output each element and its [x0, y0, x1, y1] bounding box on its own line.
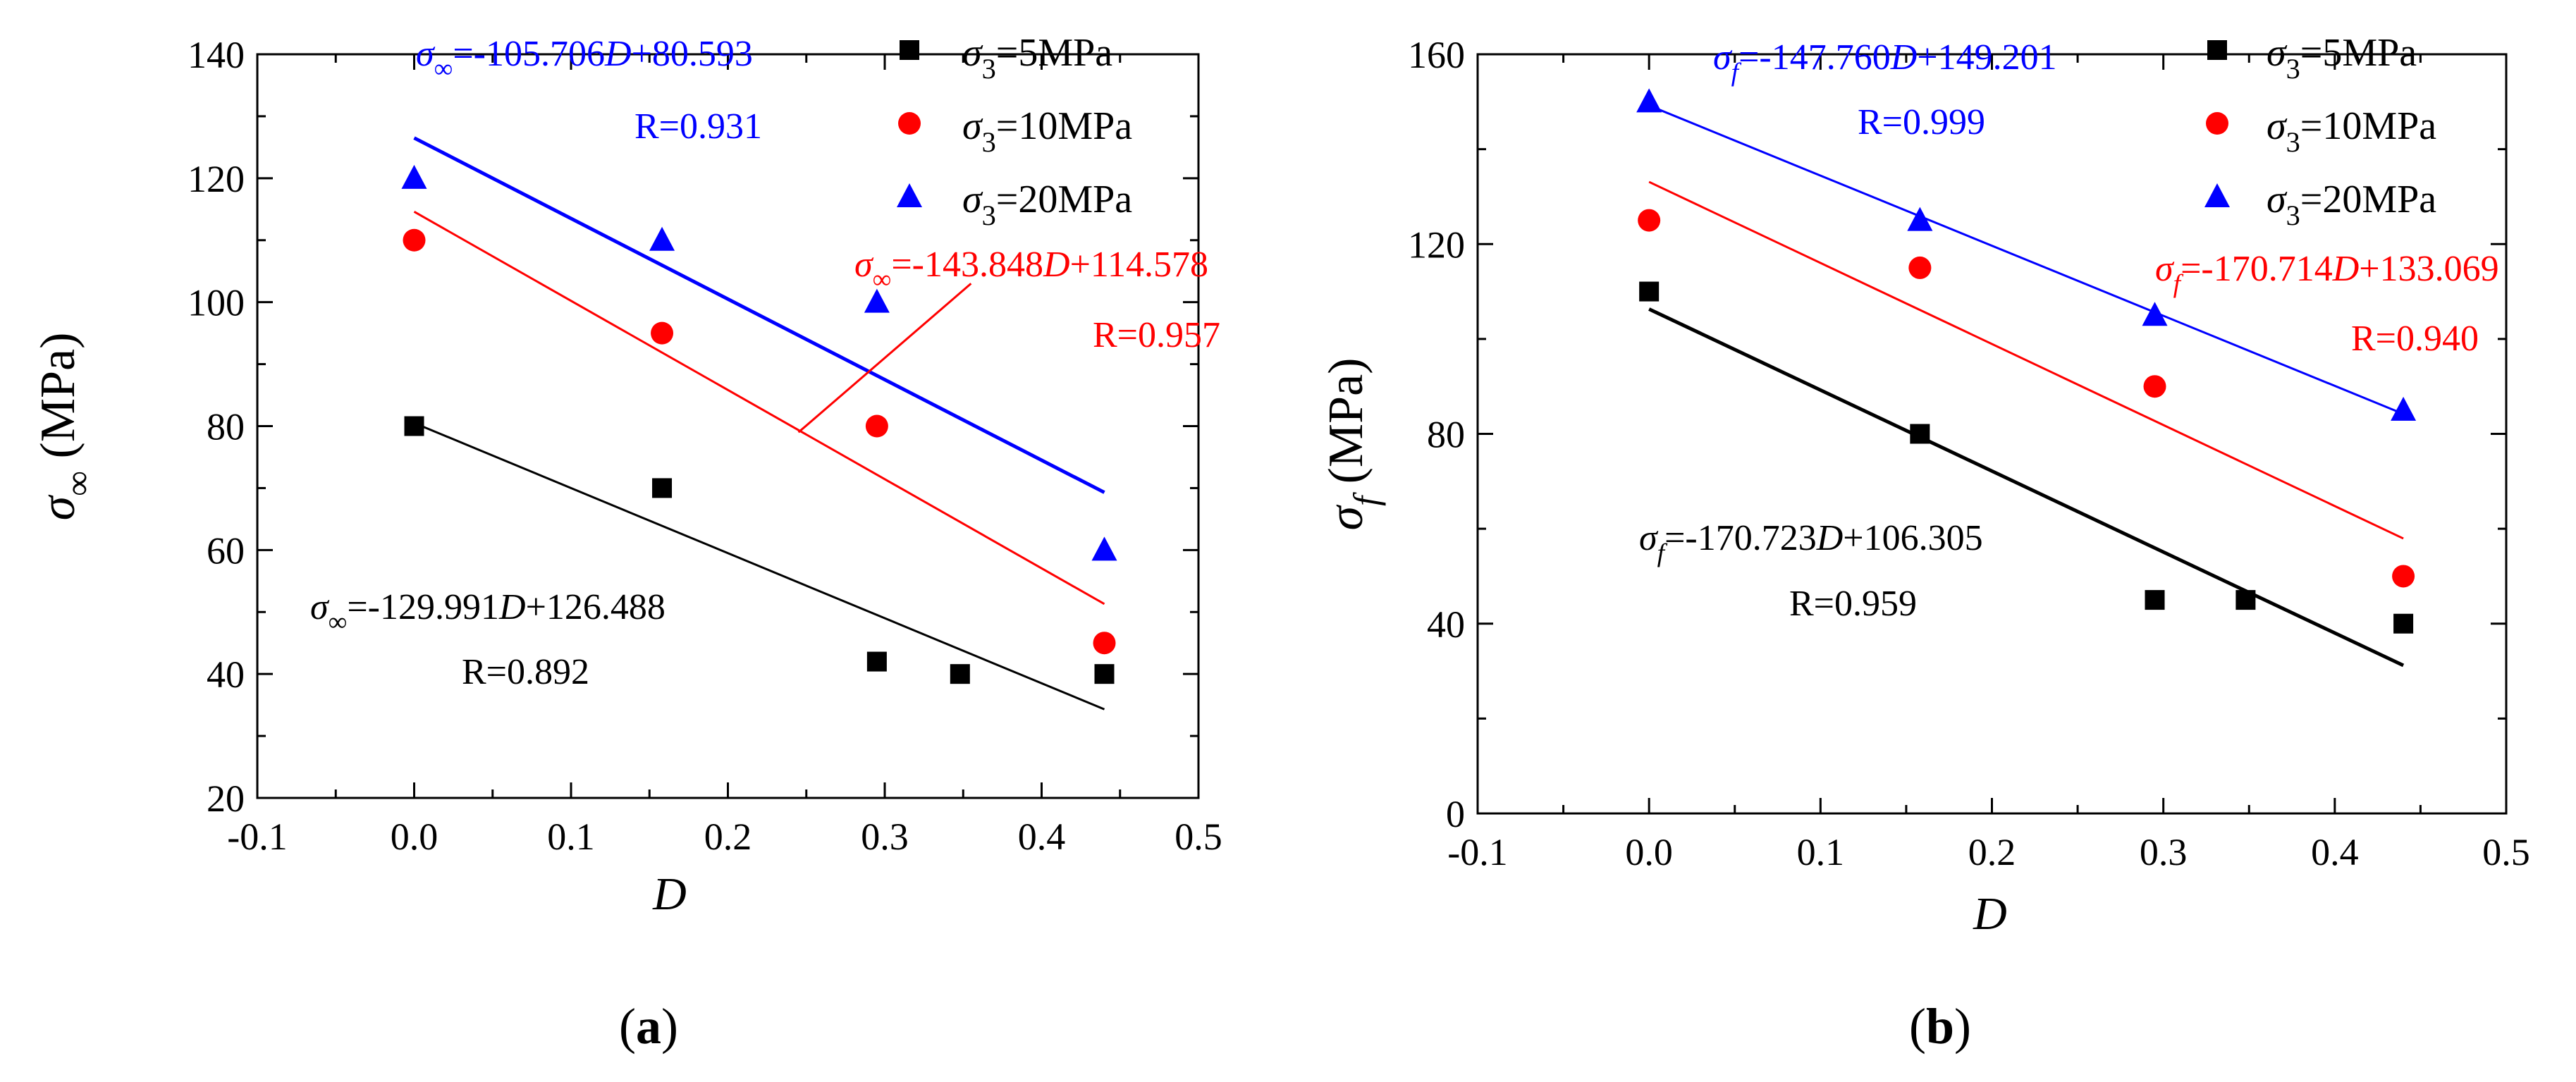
- data-point-s0-p4: [1094, 664, 1115, 684]
- data-point-s0-p0: [404, 416, 424, 436]
- plot-frame: [256, 53, 1200, 799]
- x-tick-label: 0.1: [547, 816, 595, 858]
- legend-label-2: σ3=20MPa: [962, 178, 1132, 231]
- legend-label-0: σ3=5MPa: [2267, 31, 2417, 85]
- legend-marker-2: [897, 183, 922, 207]
- fit-line-0: [413, 422, 1105, 711]
- legend-marker-2: [2204, 183, 2230, 207]
- fit-equation-2: σ∞=-105.706D+80.593: [416, 34, 753, 84]
- data-point-s0-p1: [652, 478, 673, 498]
- x-axis-label: D: [1973, 888, 2007, 940]
- fit-equation-0: σf=-170.723D+106.305: [1639, 518, 1983, 568]
- y-tick-label: 20: [207, 777, 245, 820]
- data-point-s1-p3: [2392, 565, 2415, 588]
- x-tick-label: -0.1: [227, 816, 287, 858]
- legend-label-1: σ3=10MPa: [962, 104, 1132, 158]
- fit-line-2: [413, 136, 1105, 494]
- data-point-s0-p0: [1639, 281, 1660, 302]
- y-tick-label: 100: [188, 282, 245, 324]
- fit-equation-1: σ∞=-143.848D+114.578: [854, 245, 1208, 295]
- data-point-s2-p3: [1091, 536, 1117, 561]
- data-point-s2-p1: [649, 226, 675, 251]
- data-point-s1-p3: [1093, 632, 1116, 655]
- data-point-s2-p1: [1907, 207, 1933, 231]
- fit-line-1: [1648, 180, 2404, 540]
- y-tick-label: 80: [207, 406, 245, 448]
- panel-label: (a): [619, 998, 678, 1055]
- y-tick-label: 40: [1427, 603, 1465, 646]
- x-tick-label: 0.0: [391, 816, 438, 858]
- chart-panel-a: -0.1 0.0 0.1 0.2 0.3 0.4 0.5 20 40 60 80 100 120 140 D…: [31, 31, 1222, 1055]
- data-point-s0-p3: [2235, 590, 2256, 610]
- x-tick-label: 0.4: [1018, 816, 1066, 858]
- y-tick-label: 60: [207, 529, 245, 572]
- fit-equation-2: σf=-147.760D+149.201: [1713, 37, 2057, 87]
- fit-line-1: [413, 211, 1105, 605]
- y-axis-label: σf (MPa): [1319, 358, 1385, 531]
- fit-r-value-2: R=0.999: [1858, 102, 1985, 142]
- legend-label-1: σ3=10MPa: [2267, 104, 2436, 158]
- fit-r-value-2: R=0.931: [634, 106, 762, 147]
- fit-r-value-1: R=0.940: [2351, 319, 2479, 359]
- x-tick-label: 0.3: [2140, 831, 2188, 873]
- data-point-s0-p1: [1910, 424, 1930, 444]
- legend-label-2: σ3=20MPa: [2267, 178, 2436, 231]
- x-tick-label: 0.0: [1625, 831, 1673, 873]
- data-point-s2-p0: [401, 164, 427, 189]
- legend-marker-1: [2206, 112, 2228, 135]
- y-tick-label: 120: [188, 158, 245, 200]
- data-point-s1-p2: [865, 414, 888, 438]
- data-point-s1-p1: [651, 321, 674, 345]
- fit-r-value-1: R=0.957: [1093, 315, 1220, 355]
- data-point-s1-p0: [403, 228, 426, 252]
- equation-pointer-line: [797, 283, 972, 434]
- x-tick-label: 0.3: [861, 816, 909, 858]
- data-point-s0-p3: [950, 664, 970, 684]
- data-point-s2-p2: [2142, 302, 2168, 326]
- data-point-s1-p1: [1908, 256, 1932, 279]
- chart-panel-b: -0.1 0.0 0.1 0.2 0.3 0.4 0.5 0 40 80 120 160 Dσf (MP…: [1319, 31, 2530, 1055]
- fit-r-value-0: R=0.892: [462, 652, 589, 692]
- x-tick-label: 0.4: [2311, 831, 2359, 873]
- x-tick-label: 0.5: [1174, 816, 1222, 858]
- y-axis-label-group: σf (MPa): [1319, 358, 1385, 531]
- x-tick-label: 0.1: [1797, 831, 1845, 873]
- panel-label: (b): [1909, 998, 1971, 1055]
- fit-line-0: [1648, 307, 2405, 668]
- legend-marker-0: [900, 40, 919, 60]
- fit-line-2: [1648, 104, 2404, 415]
- data-point-s2-p3: [2391, 396, 2417, 421]
- x-tick-label: 0.5: [2482, 831, 2530, 873]
- data-point-s2-p2: [864, 288, 890, 313]
- data-point-s0-p2: [2145, 590, 2165, 610]
- plot-frame: [1476, 53, 2508, 815]
- data-point-s1-p2: [2143, 375, 2166, 398]
- data-point-s0-p2: [866, 651, 887, 672]
- data-point-s0-p4: [2393, 613, 2414, 634]
- y-tick-label: 140: [188, 34, 245, 76]
- x-axis-label: D: [652, 868, 687, 920]
- legend-label-0: σ3=5MPa: [962, 31, 1112, 85]
- legend-marker-1: [898, 112, 921, 135]
- x-tick-label: -0.1: [1447, 831, 1507, 873]
- fit-equation-0: σ∞=-129.991D+126.488: [310, 587, 666, 637]
- fit-equation-1: σf=-170.714D+133.069: [2155, 249, 2499, 299]
- data-point-s1-p0: [1638, 209, 1661, 232]
- x-tick-label: 0.2: [1968, 831, 2016, 873]
- y-tick-label: 80: [1427, 414, 1465, 456]
- fit-r-value-0: R=0.959: [1789, 584, 1917, 624]
- data-point-s2-p0: [1636, 88, 1662, 113]
- legend-marker-0: [2207, 40, 2227, 60]
- y-tick-label: 120: [1408, 223, 1465, 266]
- y-tick-label: 40: [207, 653, 245, 696]
- x-tick-label: 0.2: [704, 816, 752, 858]
- y-tick-label: 160: [1408, 34, 1465, 76]
- y-axis-label: σ∞ (MPa): [31, 333, 97, 521]
- y-axis-label-group: σ∞ (MPa): [31, 333, 97, 521]
- y-tick-label: 0: [1446, 793, 1465, 835]
